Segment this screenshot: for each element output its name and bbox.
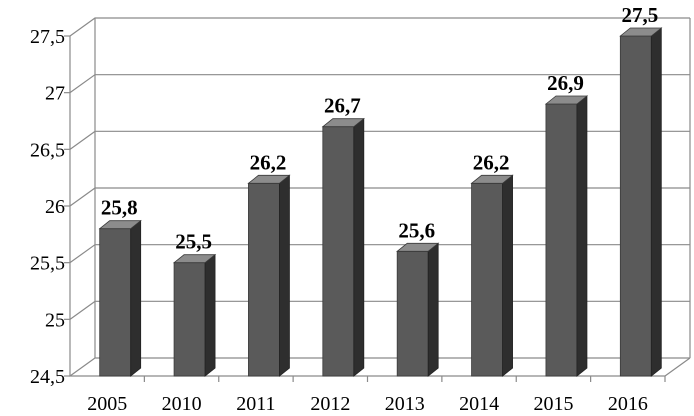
- bar: [544, 95, 589, 377]
- data-label: 25,6: [398, 218, 435, 242]
- bar-side: [650, 27, 662, 377]
- data-label: 27,5: [621, 3, 658, 27]
- bar: [321, 117, 365, 377]
- bar-side: [576, 95, 588, 377]
- x-tick-label: 2013: [385, 393, 425, 415]
- bar-top: [172, 254, 217, 264]
- data-label: 26,2: [473, 150, 510, 174]
- axis-frame: [69, 36, 691, 377]
- bar-side: [279, 174, 290, 377]
- y-tick-label: 27,5: [30, 26, 65, 48]
- bar-side: [427, 242, 439, 377]
- bar-front: [248, 182, 280, 377]
- gridline: [69, 244, 690, 264]
- data-label: 25,8: [101, 196, 138, 220]
- bar-side: [204, 253, 216, 377]
- data-label: 26,9: [547, 71, 584, 95]
- y-tick-label: 25: [45, 309, 65, 331]
- x-tick-label: 2010: [162, 393, 202, 415]
- gridline: [69, 357, 690, 377]
- bar-top: [98, 220, 142, 230]
- y-tick-label: 26,5: [30, 139, 65, 161]
- x-tick-label: 2011: [236, 393, 275, 415]
- bar-top: [396, 242, 440, 252]
- gridline: [69, 17, 690, 37]
- bar-top: [470, 174, 514, 184]
- bar-front: [99, 228, 132, 377]
- bar-side: [130, 219, 142, 377]
- x-tick-label: 2016: [608, 393, 648, 415]
- data-labels: 25,8 25,5 26,2 26,7 25,6 26,2 26,9 27,5: [101, 3, 658, 254]
- gridline: [69, 187, 690, 207]
- y-axis-tick-labels: 24,5 25 25,5 26 26,5 27 27,5: [30, 26, 65, 388]
- bar: [247, 174, 291, 377]
- gridline: [69, 74, 690, 94]
- bar: [172, 253, 217, 377]
- bar-front: [471, 182, 503, 377]
- bars: [98, 27, 663, 377]
- y-tick-label: 24,5: [30, 366, 65, 388]
- bar-top: [619, 27, 663, 37]
- bar-top: [247, 174, 291, 184]
- gridline: [69, 130, 690, 150]
- data-label: 25,5: [175, 230, 212, 254]
- x-axis-tick-labels: 2005 2010 2011 2012 2013 2014 2015 2016: [87, 393, 648, 415]
- bar: [98, 219, 142, 377]
- bar: [396, 242, 440, 377]
- bar-front: [545, 103, 578, 377]
- grid-lines: [64, 17, 691, 382]
- bar-side: [353, 117, 365, 377]
- gridline: [69, 300, 690, 320]
- bar: [470, 174, 514, 377]
- bar-front: [619, 35, 652, 377]
- bar-front: [322, 126, 355, 377]
- y-tick-label: 27: [45, 83, 65, 105]
- x-tick-label: 2005: [87, 393, 127, 415]
- y-tick-label: 26: [45, 196, 65, 218]
- x-tick-label: 2012: [310, 393, 350, 415]
- data-label: 26,2: [250, 150, 287, 174]
- bar-front: [173, 262, 206, 377]
- bar: [619, 27, 663, 377]
- bar-side: [502, 174, 513, 377]
- y-tick-label: 25,5: [30, 253, 65, 275]
- bar-front: [396, 250, 429, 377]
- x-tick-label: 2014: [459, 393, 499, 415]
- bar-top: [544, 95, 589, 105]
- data-label: 26,7: [324, 94, 361, 118]
- x-tick-label: 2015: [533, 393, 573, 415]
- bar-top: [321, 118, 365, 128]
